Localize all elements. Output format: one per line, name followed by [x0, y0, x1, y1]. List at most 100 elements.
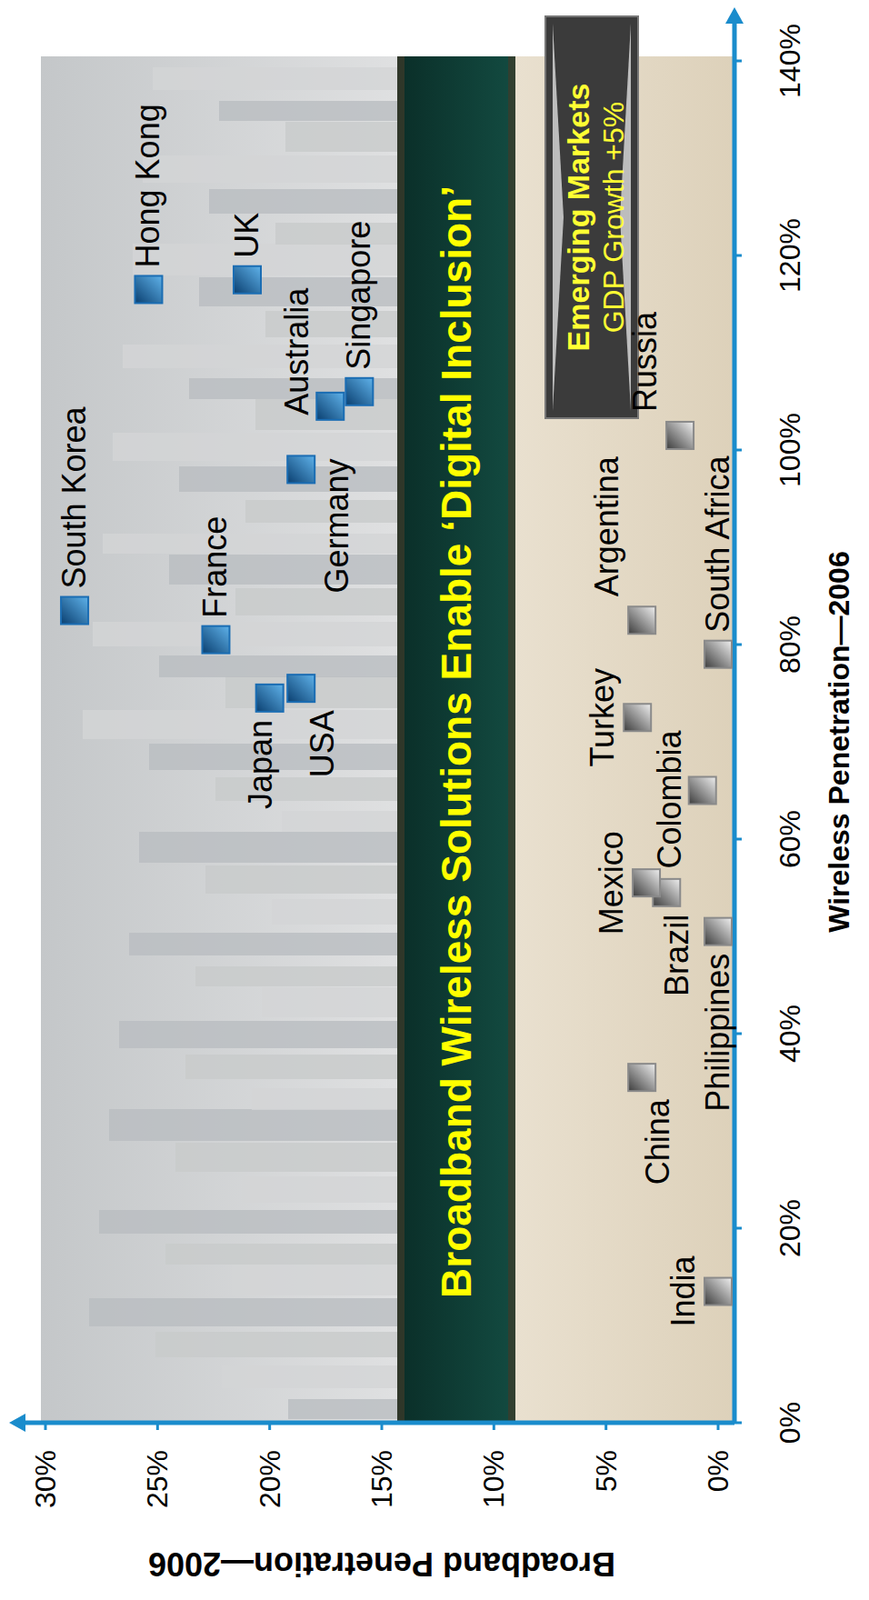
point-label: India	[664, 1255, 702, 1328]
point-label: Colombia	[650, 729, 689, 869]
x-tick	[734, 1227, 742, 1230]
y-tick-label: 30%	[29, 1449, 62, 1509]
building	[129, 932, 398, 956]
building	[235, 588, 398, 616]
y-tick	[492, 1422, 496, 1430]
building	[89, 1298, 398, 1327]
building	[155, 1331, 398, 1358]
x-axis-arrow	[725, 7, 744, 24]
band-edge	[397, 56, 405, 1423]
y-tick	[380, 1422, 384, 1430]
point	[704, 1278, 732, 1306]
building	[251, 1088, 398, 1110]
point	[632, 869, 660, 897]
point-label: Brazil	[658, 914, 696, 997]
x-tick-label: 100%	[773, 412, 807, 488]
y-axis	[21, 1420, 735, 1426]
point	[704, 918, 732, 946]
point-label: Philippines	[699, 953, 737, 1112]
point-label: Argentina	[588, 455, 626, 597]
x-tick-label: 80%	[773, 615, 807, 674]
city-background	[40, 56, 398, 1423]
band-edge	[508, 56, 516, 1423]
y-tick	[717, 1422, 720, 1430]
building	[271, 898, 398, 925]
building	[99, 1209, 398, 1234]
y-tick-label: 10%	[477, 1449, 510, 1509]
point	[233, 266, 261, 294]
y-tick-label: 25%	[140, 1449, 174, 1509]
x-tick	[734, 254, 742, 258]
building	[109, 1108, 398, 1141]
point-label: UK	[228, 212, 266, 259]
building	[185, 1054, 398, 1079]
point-labels: South KoreaHong KongUKFranceJapanUSAGerm…	[55, 103, 737, 1327]
y-tick-label: 15%	[365, 1449, 399, 1509]
x-tick-label: 60%	[773, 809, 807, 869]
point-label: Turkey	[583, 668, 621, 768]
y-axis-title: Broadband Penetration—2006	[148, 1545, 616, 1583]
x-tick-label: 140%	[773, 23, 807, 99]
point	[628, 1063, 656, 1091]
point-label: South Korea	[55, 405, 93, 589]
point	[704, 640, 732, 669]
point	[628, 606, 656, 634]
x-tick-label: 20%	[773, 1198, 807, 1258]
point	[287, 455, 315, 483]
building	[281, 810, 398, 832]
y-tick	[604, 1422, 608, 1430]
building	[231, 1264, 398, 1296]
y-tick	[44, 1422, 48, 1430]
building	[92, 621, 398, 647]
point	[345, 378, 373, 406]
building	[139, 831, 398, 863]
y-tick-label: 0%	[701, 1449, 735, 1492]
x-tick	[734, 643, 742, 647]
x-tick	[734, 59, 742, 63]
point-label: Mexico	[592, 830, 630, 935]
point-label: Germany	[318, 458, 356, 593]
building	[219, 100, 398, 121]
point	[666, 421, 694, 450]
point-label: South Africa	[699, 455, 737, 633]
building	[209, 189, 398, 214]
building	[152, 67, 398, 90]
point-label: Australia	[278, 287, 316, 416]
building	[175, 1142, 398, 1172]
building	[221, 1365, 398, 1389]
building	[119, 1020, 398, 1049]
chart-wrap: Broadband Wireless Solutions Enable ‘Dig…	[0, 0, 869, 1600]
box-text: GDP Growth +5%	[597, 101, 630, 334]
building	[285, 121, 398, 152]
building	[288, 1398, 398, 1419]
x-tick	[734, 449, 742, 452]
point	[623, 703, 651, 731]
box-title: Emerging Markets	[560, 83, 596, 352]
building	[112, 432, 398, 461]
x-tick	[734, 1421, 742, 1425]
point-label: Japan	[241, 719, 280, 810]
marks	[60, 266, 732, 1306]
band-text: Broadband Wireless Solutions Enable ‘Dig…	[432, 185, 480, 1299]
x-tick-label: 0%	[773, 1401, 807, 1444]
point-label: Russia	[626, 310, 664, 412]
point-label: USA	[303, 709, 341, 778]
x-axis	[732, 19, 738, 1423]
point	[201, 626, 230, 654]
x-tick-label: 40%	[773, 1004, 807, 1063]
point	[689, 777, 717, 805]
point-label: China	[639, 1098, 677, 1185]
y-tick	[156, 1422, 160, 1430]
chart-svg: Broadband Wireless Solutions Enable ‘Dig…	[0, 0, 869, 1600]
point-label: Singapore	[339, 220, 378, 370]
x-tick-label: 120%	[773, 218, 807, 293]
x-axis-title: Wireless Penetration—2006	[822, 550, 856, 932]
building	[195, 966, 398, 987]
building	[142, 155, 398, 183]
emerging-box	[545, 16, 639, 419]
building	[82, 709, 398, 740]
band	[397, 56, 516, 1423]
x-tick	[734, 838, 742, 841]
point-label: Hong Kong	[129, 103, 167, 268]
point	[287, 674, 315, 702]
